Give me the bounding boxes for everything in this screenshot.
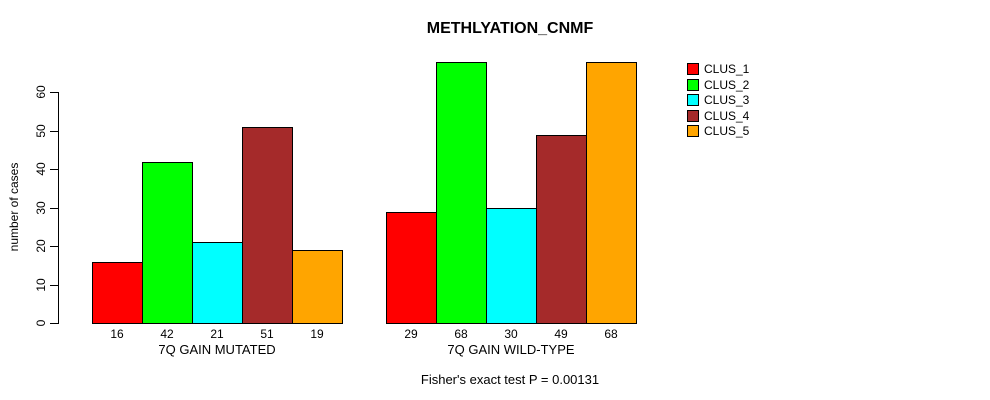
bar-value-label: 29	[404, 327, 418, 341]
bar-clus_2-2	[436, 62, 487, 324]
legend-item-clus_3: CLUS_3	[687, 94, 749, 107]
bar-clus_5-1	[292, 250, 343, 324]
bar-clus_2-1	[142, 162, 193, 324]
bar-clus_4-1	[242, 127, 293, 324]
legend-label: CLUS_3	[704, 93, 750, 108]
y-tick-label: 50	[34, 124, 48, 138]
bar-value-label: 30	[504, 327, 518, 341]
y-tick-label: 0	[34, 319, 48, 327]
legend-item-clus_4: CLUS_4	[687, 108, 750, 123]
bar-clus_1-2	[386, 212, 437, 324]
bar-value-label: 68	[604, 327, 618, 341]
bar-clus_4-2	[536, 135, 587, 324]
y-tick-mark	[50, 284, 58, 286]
bar-value-label: 51	[260, 327, 274, 341]
group-label: 7Q GAIN WILD-TYPE	[447, 342, 575, 357]
bar-clus_3-1	[192, 242, 243, 324]
group-label: 7Q GAIN MUTATED	[158, 342, 276, 357]
bar-value-label: 42	[160, 327, 174, 341]
y-tick-mark	[50, 246, 58, 248]
chart-title: METHLYATION_CNMF	[426, 20, 594, 37]
y-tick-label: 20	[34, 239, 48, 253]
y-tick-mark	[50, 92, 58, 94]
legend-label: CLUS_5	[704, 124, 750, 139]
legend-item-clus_2: CLUS_2	[687, 77, 750, 92]
legend-swatch-icon	[687, 78, 699, 91]
legend-swatch-icon	[687, 109, 699, 122]
bar-value-label: 68	[454, 327, 468, 341]
bar-clus_3-2	[486, 208, 537, 324]
bar-clus_5-2	[586, 62, 637, 324]
bar-value-label: 49	[554, 327, 568, 341]
legend-swatch-icon	[687, 94, 699, 107]
bar-clus_1-1	[92, 262, 143, 324]
bar-value-label: 16	[110, 327, 124, 341]
y-tick-mark	[50, 207, 58, 209]
y-tick-mark	[50, 169, 58, 171]
y-tick-label: 10	[34, 277, 48, 292]
legend-label: CLUS_2	[704, 77, 750, 92]
legend-item-clus_1: CLUS_1	[687, 63, 749, 76]
legend-item-clus_5: CLUS_5	[687, 125, 749, 138]
y-tick-mark	[50, 130, 58, 132]
bar-value-label: 21	[210, 327, 224, 341]
y-tick-label: 30	[34, 201, 48, 215]
y-tick-label: 60	[34, 85, 48, 100]
y-axis-line	[58, 92, 59, 324]
legend: CLUS_1 CLUS_2 CLUS_3 CLUS_4 CLUS_5	[687, 63, 749, 138]
fisher-test-annotation: Fisher's exact test P = 0.00131	[420, 372, 600, 387]
legend-label: CLUS_4	[704, 108, 750, 123]
legend-swatch-icon	[687, 63, 699, 76]
y-tick-mark	[50, 323, 58, 324]
y-tick-label: 40	[34, 162, 48, 176]
legend-swatch-icon	[687, 125, 699, 138]
bar-value-label: 19	[310, 327, 324, 341]
legend-label: CLUS_1	[704, 62, 750, 77]
